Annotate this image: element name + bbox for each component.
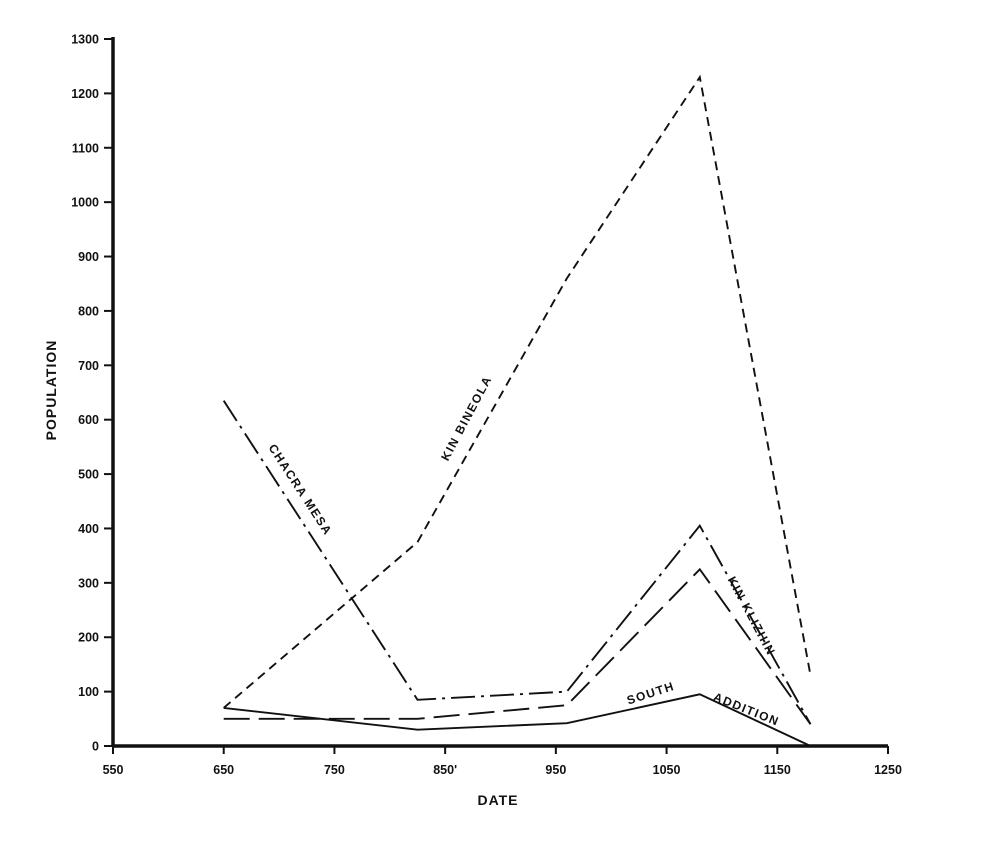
y-tick-label: 1200	[71, 87, 99, 101]
y-tick-label: 1000	[71, 196, 99, 210]
axes	[111, 37, 888, 748]
series-line-south-addition	[223, 693, 811, 747]
x-tick-label: 950	[545, 763, 566, 777]
x-tick-label: 1250	[874, 763, 902, 777]
x-tick-label: 750	[324, 763, 345, 777]
series-lines	[222, 74, 812, 747]
x-axis-title: DATE	[477, 792, 518, 808]
series-line-kin-klizhin	[223, 567, 812, 725]
y-tick-label: 800	[78, 304, 99, 318]
x-tick-label: 1150	[764, 763, 791, 777]
y-tick-label: 600	[78, 413, 99, 427]
x-tick-label: 850'	[433, 763, 457, 777]
y-axis-ticks: 0 100 200 300 400 500 600 700 800 900 1000 1100 1200…	[71, 33, 113, 754]
y-tick-label: 0	[92, 740, 99, 754]
y-tick-label: 300	[78, 576, 99, 590]
y-tick-label: 500	[78, 468, 99, 482]
series-line-chacra-mesa	[222, 400, 812, 725]
x-tick-label: 1050	[653, 763, 681, 777]
x-axis-ticks: 550 650 750 850' 950 1050 1150 1250	[103, 746, 902, 777]
x-tick-label: 650	[213, 763, 234, 777]
x-tick-label: 550	[103, 763, 124, 777]
y-tick-label: 400	[78, 522, 99, 536]
y-tick-label: 900	[78, 250, 99, 264]
y-tick-label: 1100	[72, 141, 99, 155]
y-tick-label: 100	[78, 685, 99, 699]
y-axis-title: POPULATION	[43, 340, 59, 441]
y-tick-label: 1300	[71, 33, 99, 47]
y-tick-label: 200	[78, 631, 99, 645]
y-tick-label: 700	[78, 359, 99, 373]
series-line-kin-bineola	[223, 74, 812, 709]
